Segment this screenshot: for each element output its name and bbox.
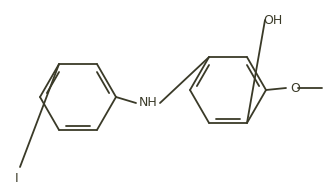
Text: OH: OH bbox=[263, 14, 283, 27]
Text: I: I bbox=[15, 172, 19, 185]
Text: NH: NH bbox=[139, 97, 157, 109]
Text: O: O bbox=[290, 81, 300, 94]
